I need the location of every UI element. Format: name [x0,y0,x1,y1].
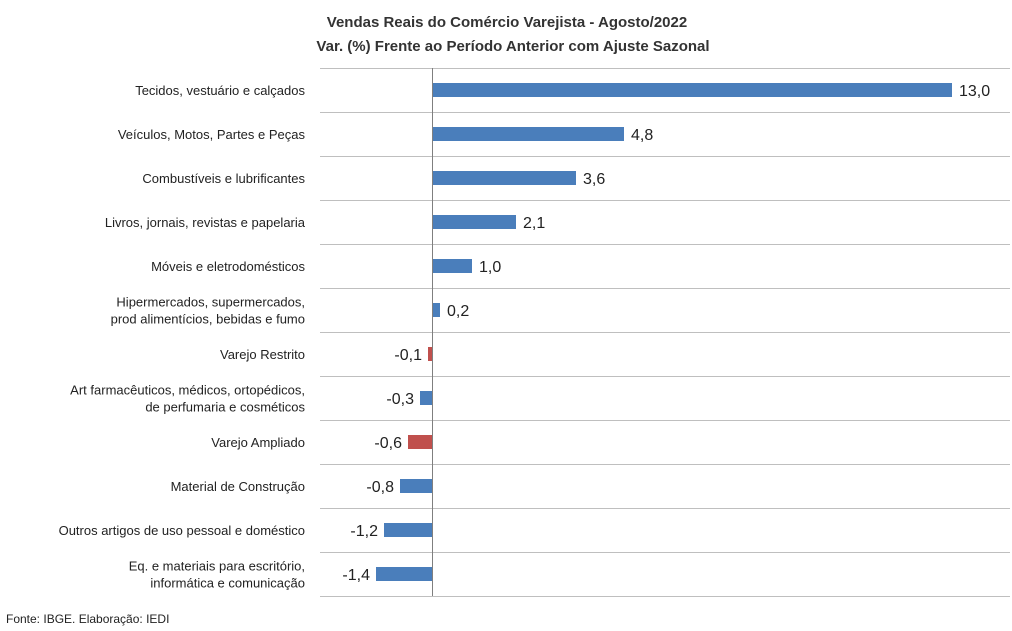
chart-title: Vendas Reais do Comércio Varejista - Ago… [327,14,687,31]
value-label: -1,2 [350,523,378,540]
value-label: 0,2 [447,303,469,320]
bar-chart: Vendas Reais do Comércio Varejista - Ago… [59,14,1010,597]
category-label: Hipermercados, supermercados, [116,295,305,310]
category-labels: Tecidos, vestuário e calçados Veículos, M… [59,83,306,591]
bar [428,347,432,361]
bars [376,83,952,581]
value-label: 2,1 [523,215,545,232]
category-label: Outros artigos de uso pessoal e doméstic… [59,523,305,538]
bar [432,127,624,141]
bar [376,567,432,581]
category-label: Art farmacêuticos, médicos, ortopédicos, [70,383,305,398]
category-label: Combustíveis e lubrificantes [142,171,305,186]
category-label: Livros, jornais, revistas e papelaria [105,215,306,230]
category-label: Material de Construção [171,479,305,494]
bar [400,479,432,493]
value-label: 13,0 [959,83,990,100]
category-label: de perfumaria e cosméticos [145,400,305,415]
bar [432,303,440,317]
value-label: 4,8 [631,127,653,144]
value-label: -0,6 [374,435,402,452]
value-label: -1,4 [342,567,370,584]
value-label: -0,3 [386,391,414,408]
value-labels: 13,0 4,8 3,6 2,1 1,0 0,2 -0,1 -0,3 -0,6 -0,8 -1,2 -… [342,83,990,584]
bar [432,215,516,229]
category-label: Eq. e materiais para escritório, [129,559,305,574]
category-label: Tecidos, vestuário e calçados [135,83,305,98]
value-label: -0,1 [394,347,422,364]
chart-subtitle: Var. (%) Frente ao Período Anterior com … [316,38,709,55]
source-note: Fonte: IBGE. Elaboração: IEDI [6,612,170,626]
category-label: Varejo Restrito [220,347,305,362]
bar [420,391,432,405]
category-label: Varejo Ampliado [211,435,305,450]
gridlines [320,68,1010,597]
value-label: 1,0 [479,259,501,276]
bar [432,83,952,97]
value-label: -0,8 [366,479,394,496]
category-label: informática e comunicação [150,576,305,591]
bar [432,171,576,185]
bar [408,435,432,449]
bar [384,523,432,537]
category-label: prod alimentícios, bebidas e fumo [111,312,305,327]
category-label: Veículos, Motos, Partes e Peças [118,127,306,142]
value-label: 3,6 [583,171,605,188]
bar [432,259,472,273]
category-label: Móveis e eletrodomésticos [151,259,305,274]
